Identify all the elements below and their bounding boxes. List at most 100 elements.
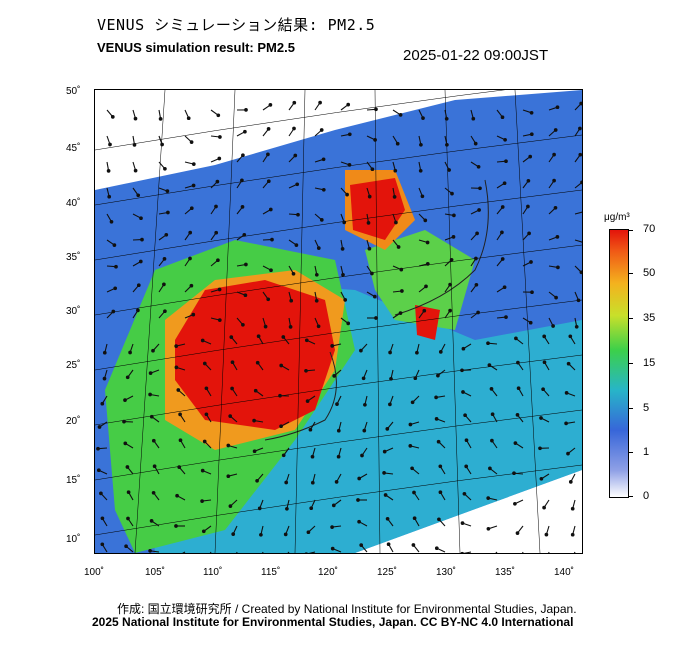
wind-arrow-head	[214, 230, 219, 235]
wind-arrow-head	[123, 398, 127, 402]
wind-arrow-head	[366, 221, 371, 225]
colorbar-tick-mark	[628, 273, 633, 274]
colorbar-tick-mark	[628, 496, 633, 497]
wind-arrow-head	[345, 192, 349, 197]
wind-arrow-head	[243, 129, 247, 134]
wind-arrow-head	[217, 156, 222, 161]
wind-arrow-head	[240, 205, 245, 209]
wind-arrow-head	[579, 270, 582, 275]
wind-arrow-head	[226, 474, 231, 479]
wind-arrow-head	[284, 480, 289, 485]
colorbar-tick-label: 5	[643, 402, 650, 414]
wind-arrow-head	[113, 286, 118, 291]
colorbar-tick-label: 35	[643, 312, 656, 324]
wind-arrow-head	[174, 524, 178, 528]
lat-label: 40˚	[66, 198, 81, 209]
credit-line-2: 2025 National Institute for Environmenta…	[92, 615, 574, 629]
wind-arrow-head	[487, 363, 492, 367]
wind-arrow-head	[526, 178, 531, 183]
wind-arrow-head	[158, 117, 163, 121]
wind-arrow	[182, 551, 186, 553]
green-japan	[365, 230, 475, 330]
lon-label: 125˚	[377, 567, 398, 578]
wind-arrow-head	[266, 297, 271, 302]
wind-arrow-head	[576, 298, 581, 303]
wind-arrow-head	[529, 110, 534, 115]
wind-arrow-head	[151, 438, 156, 443]
wind-arrow-head	[125, 465, 130, 469]
wind-arrow-head	[96, 446, 100, 451]
wind-arrow-head	[423, 218, 428, 223]
wind-arrow-head	[102, 376, 107, 381]
wind-arrow-head	[259, 532, 263, 537]
wind-arrow-head	[309, 506, 314, 511]
wind-arrow-head	[285, 506, 289, 511]
wind-arrow-head	[255, 360, 260, 365]
wind-arrow-head	[189, 206, 194, 211]
wind-arrow	[573, 551, 576, 553]
wind-arrow-head	[160, 142, 164, 147]
wind-arrow-head	[244, 262, 248, 267]
wind-arrow-head	[165, 189, 170, 193]
wind-arrow-head	[164, 232, 169, 237]
wind-arrow-head	[367, 246, 372, 251]
wind-arrow-head	[288, 325, 293, 329]
wind-arrow-head	[283, 532, 288, 537]
wind-arrow-head	[568, 334, 573, 339]
wind-arrow-head	[200, 338, 205, 343]
wind-arrow-head	[578, 126, 582, 131]
colorbar-tick-mark	[628, 452, 633, 453]
wind-arrow-head	[396, 245, 401, 249]
wind-arrow-head	[542, 334, 547, 339]
wind-arrow-head	[438, 490, 443, 495]
wind-arrow-head	[191, 312, 196, 317]
wind-arrow-head	[478, 186, 482, 191]
wind-arrow-head	[330, 344, 335, 348]
credit-line-1: 作成: 国立環境研究所 / Created by National Instit…	[117, 602, 577, 616]
wind-arrow-head	[252, 449, 257, 454]
wind-arrow-head	[400, 289, 404, 293]
wind-arrow-head	[475, 231, 479, 236]
wind-arrow-head	[504, 159, 508, 164]
wind-arrow-head	[316, 324, 321, 329]
wind-arrow-head	[389, 376, 393, 381]
title-english: VENUS simulation result: PM2.5	[97, 40, 295, 55]
wind-arrow-head	[278, 393, 282, 398]
lat-label: 10˚	[66, 534, 81, 545]
wind-arrow-head	[279, 363, 284, 368]
wind-arrow-head	[268, 207, 273, 212]
wind-arrow-head	[464, 464, 469, 469]
lon-label: 120˚	[318, 567, 339, 578]
wind-arrow-head	[255, 478, 259, 483]
wind-arrow-head	[231, 532, 236, 536]
wind-arrow-head	[314, 272, 319, 277]
wind-arrow-head	[162, 257, 167, 261]
lon-label: 130˚	[436, 567, 457, 578]
wind-arrow-head	[175, 493, 179, 498]
wind-arrow-head	[356, 498, 360, 502]
wind-arrow-head	[410, 466, 414, 471]
wind-arrow-head	[335, 402, 339, 406]
lon-label: 105˚	[145, 567, 166, 578]
wind-arrow-head	[515, 531, 520, 535]
lat-label: 15˚	[66, 475, 81, 486]
wind-arrow-head	[425, 240, 430, 245]
wind-arrow-head	[241, 153, 245, 158]
wind-arrow-head	[527, 231, 531, 236]
colorbar	[609, 229, 629, 498]
wind-arrow-head	[269, 268, 273, 273]
wind-arrow-head	[425, 262, 430, 266]
wind-arrow-head	[133, 168, 138, 173]
wind-arrow-head	[97, 425, 102, 429]
wind-arrow-head	[152, 464, 157, 469]
wind-arrow-head	[408, 444, 413, 448]
colorbar-tick-mark	[628, 363, 633, 364]
wind-arrow	[522, 551, 524, 553]
lon-label: 100˚	[84, 567, 105, 578]
wind-arrow-head	[331, 503, 336, 508]
wind-arrow-head	[539, 476, 544, 481]
wind-arrow-head	[252, 418, 256, 423]
colorbar-unit: μg/m³	[604, 212, 630, 223]
wind-arrow-head	[336, 428, 341, 433]
wind-arrow-head	[542, 360, 547, 365]
